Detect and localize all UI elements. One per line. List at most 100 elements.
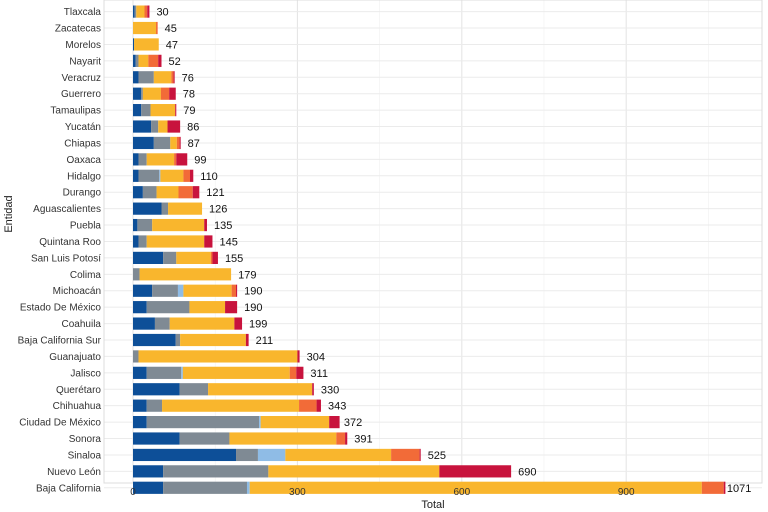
total-value-label: 190 [244,302,262,314]
bar-segment [156,21,158,35]
bar-segment [138,153,147,166]
y-tick-label: Estado De México [20,303,102,314]
total-value-label: 372 [344,417,362,429]
y-tick-label: Sonora [69,434,102,445]
bar-segment [138,71,154,84]
bar-segment [210,251,213,264]
bar-segment [167,120,181,133]
bar-segment [134,38,159,51]
bar-segment [189,301,226,314]
bar-segment [133,366,147,379]
bar-segment [163,465,269,478]
y-tick-label: Baja California [36,483,101,494]
bar-segment [169,317,235,330]
bar-segment [180,333,246,347]
y-tick-label: Querétaro [56,385,101,396]
total-value-label: 47 [166,39,178,51]
total-value-label: 121 [206,187,224,199]
total-value-label: 525 [428,450,446,462]
bar-segment [133,218,138,232]
bar-segment [181,366,183,379]
bar-segment [231,284,237,297]
bar-segment [133,120,152,133]
bar-segment [150,104,176,117]
y-tick-label: San Luis Potosí [31,253,101,264]
bar-segment [133,481,164,494]
x-tick-label: 0 [130,487,136,498]
y-tick-label: Veracruz [62,73,101,84]
bar-segment [391,448,420,462]
y-tick-label: Tamaulipas [50,106,101,117]
y-tick-label: Coahuila [62,319,102,330]
y-axis-title: Entidad [3,195,15,232]
bar-segment [134,5,137,18]
bar-segment [182,366,290,379]
bar-segment [171,71,174,84]
total-value-label: 190 [244,286,262,298]
bar-segment [701,481,724,494]
bar-segment [179,432,230,445]
total-value-label: 76 [182,72,194,84]
bar-segment [133,54,136,67]
bar-segment [133,333,176,347]
bar-segment [173,71,175,84]
bar-segment [170,136,177,150]
bar-segment [141,104,151,117]
y-tick-label: Tlaxcala [64,7,102,18]
y-tick-label: Chihuahua [53,401,102,412]
total-value-label: 110 [200,171,218,183]
bar-segment [212,251,218,264]
bar-segment [156,186,179,199]
bar-segment [336,432,346,445]
bar-segment [153,136,171,150]
bar-segment [257,448,286,462]
bar-segment [179,383,209,396]
y-tick-label: Puebla [70,221,102,232]
y-tick-label: Quintana Roo [39,237,101,248]
bar-segment [146,399,163,412]
y-tick-label: Zacatecas [55,24,101,35]
bar-segment [329,416,340,429]
bar-segment [345,432,348,445]
y-tick-label: Baja California Sur [18,336,102,347]
x-tick-label: 300 [289,487,306,498]
bars [133,5,726,494]
bar-segment [183,169,190,182]
bar-segment [192,186,200,199]
bar-segment [133,268,140,281]
bar-segment [135,54,139,67]
y-tick-label: Nayarit [69,56,101,67]
bar-segment [162,399,300,412]
total-value-label: 304 [307,351,325,363]
bar-segment [133,87,142,100]
bar-segment [236,284,238,297]
y-tick-label: Yucatán [65,122,101,133]
bar-segment [152,284,178,297]
y-tick-label: Morelos [65,40,101,51]
y-tick-label: Colima [70,270,102,281]
bar-segment [133,251,164,264]
bar-segment [183,284,232,297]
bar-segment [236,448,258,462]
bar-segment [139,268,232,281]
y-tick-label: Hidalgo [67,171,101,182]
bar-segment [158,54,162,67]
bar-segment [151,120,159,133]
bar-segment [146,366,182,379]
bar-segment [174,153,177,166]
total-value-label: 211 [256,335,274,347]
bar-segment [229,432,337,445]
total-value-label: 135 [214,220,232,232]
bar-segment [138,54,149,67]
bar-segment [146,416,260,429]
y-tick-label: Jalisco [70,368,101,379]
bar-segment [178,186,193,199]
bar-segment [245,333,249,347]
bar-segment [133,153,139,166]
bar-segment [246,481,250,494]
bar-segment [723,481,726,494]
total-value-label: 343 [328,401,346,413]
x-tick-label: 600 [453,487,470,498]
total-value-label: 179 [238,269,256,281]
